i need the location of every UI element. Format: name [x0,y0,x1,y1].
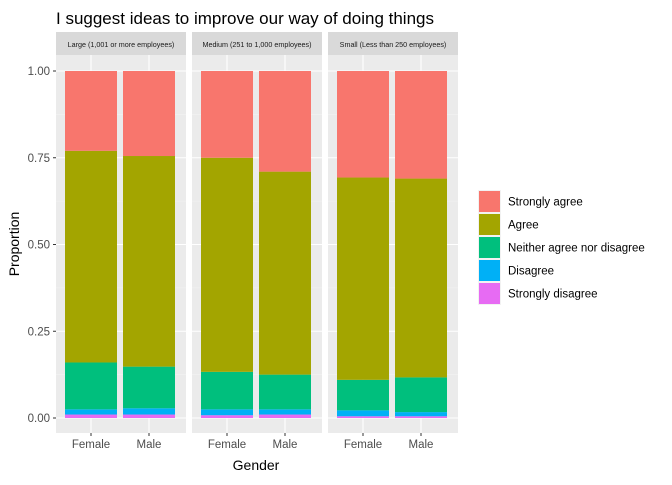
bar-segment-agree [337,177,389,380]
x-axis-label: Gender [233,457,280,473]
facet-strip [328,32,458,55]
facet-strip-label: Small (Less than 250 employees) [340,40,447,49]
legend-label: Disagree [508,266,554,278]
bar-segment-disagree [123,408,175,415]
bar-segment-disagree [65,409,117,415]
bar-segment-agree [259,171,311,375]
bar-segment-strongly-agree [337,71,389,178]
legend-swatch [479,191,500,212]
bar-segment-strongly-agree [65,71,117,151]
bar-segment-neither-agree-nor-disagree [337,379,389,411]
x-tick-label: Male [137,439,162,451]
legend-swatch [479,237,500,258]
legend-label: Strongly disagree [508,289,598,301]
bar-segment-neither-agree-nor-disagree [123,366,175,409]
facet-strip [192,32,322,55]
legend-label: Strongly agree [508,197,583,209]
facet-panel-2: Medium (251 to 1,000 employees) Female Mal… [192,32,322,451]
bar-segment-disagree [201,409,253,416]
y-tick-label: 1.00 [28,66,50,78]
bar-segment-strongly-disagree [65,414,117,418]
facets-layer: Large (1,001 or more employees) Female Mal… [56,32,458,451]
bar-segment-agree [395,178,447,378]
chart-title: I suggest ideas to improve our way of do… [56,9,434,28]
bar-segment-strongly-agree [259,71,311,172]
bar-segment-strongly-agree [395,71,447,179]
facet-strip [56,32,186,55]
legend-swatch [479,214,500,235]
y-tick-label: 0.25 [28,326,50,338]
legend-swatch [479,260,500,281]
bar-segment-strongly-agree [123,71,175,157]
facet-strip-label: Medium (251 to 1,000 employees) [202,40,311,49]
bar-segment-neither-agree-nor-disagree [259,374,311,410]
legend-item-disagree: Disagree [478,259,554,282]
x-tick-label: Male [409,439,434,451]
legend-label: Neither agree nor disagree [508,243,645,255]
facet-panel-3: Small (Less than 250 employees) Female Mal… [328,32,458,451]
bar-segment-strongly-disagree [201,415,253,418]
bar-segment-strongly-disagree [395,416,447,418]
legend: Strongly agree Agree Neither agree nor dis… [478,190,645,305]
bar-segment-disagree [337,410,389,417]
bar-segment-neither-agree-nor-disagree [65,362,117,410]
bar-segment-agree [201,157,253,372]
y-tick-label: 0.50 [28,240,50,252]
bar-segment-strongly-disagree [259,414,311,418]
y-axis: 0.00 0.25 0.50 0.75 1.00 [28,66,56,425]
legend-item-strongly-agree: Strongly agree [478,190,583,213]
legend-item-agree: Agree [478,213,539,236]
legend-swatch [479,283,500,304]
x-tick-label: Male [273,439,298,451]
y-tick-label: 0.00 [28,413,50,425]
bar-segment-agree [65,150,117,363]
bar-segment-strongly-disagree [123,414,175,418]
facet-strip-label: Large (1,001 or more employees) [68,40,175,49]
facet-panel-1: Large (1,001 or more employees) Female Mal… [56,32,186,451]
x-tick-label: Female [208,439,246,451]
y-tick-label: 0.75 [28,153,50,165]
legend-item-neither-agree-nor-disagree: Neither agree nor disagree [478,236,645,259]
bar-segment-strongly-agree [201,71,253,158]
bar-segment-disagree [395,412,447,417]
bar-segment-strongly-disagree [337,416,389,418]
bar-segment-neither-agree-nor-disagree [395,377,447,413]
y-axis-label: Proportion [6,212,22,277]
bar-segment-neither-agree-nor-disagree [201,371,253,410]
bar-segment-agree [123,156,175,367]
legend-label: Agree [508,220,539,232]
bar-segment-disagree [259,409,311,415]
legend-item-strongly-disagree: Strongly disagree [478,282,598,305]
x-tick-label: Female [344,439,382,451]
x-tick-label: Female [72,439,110,451]
